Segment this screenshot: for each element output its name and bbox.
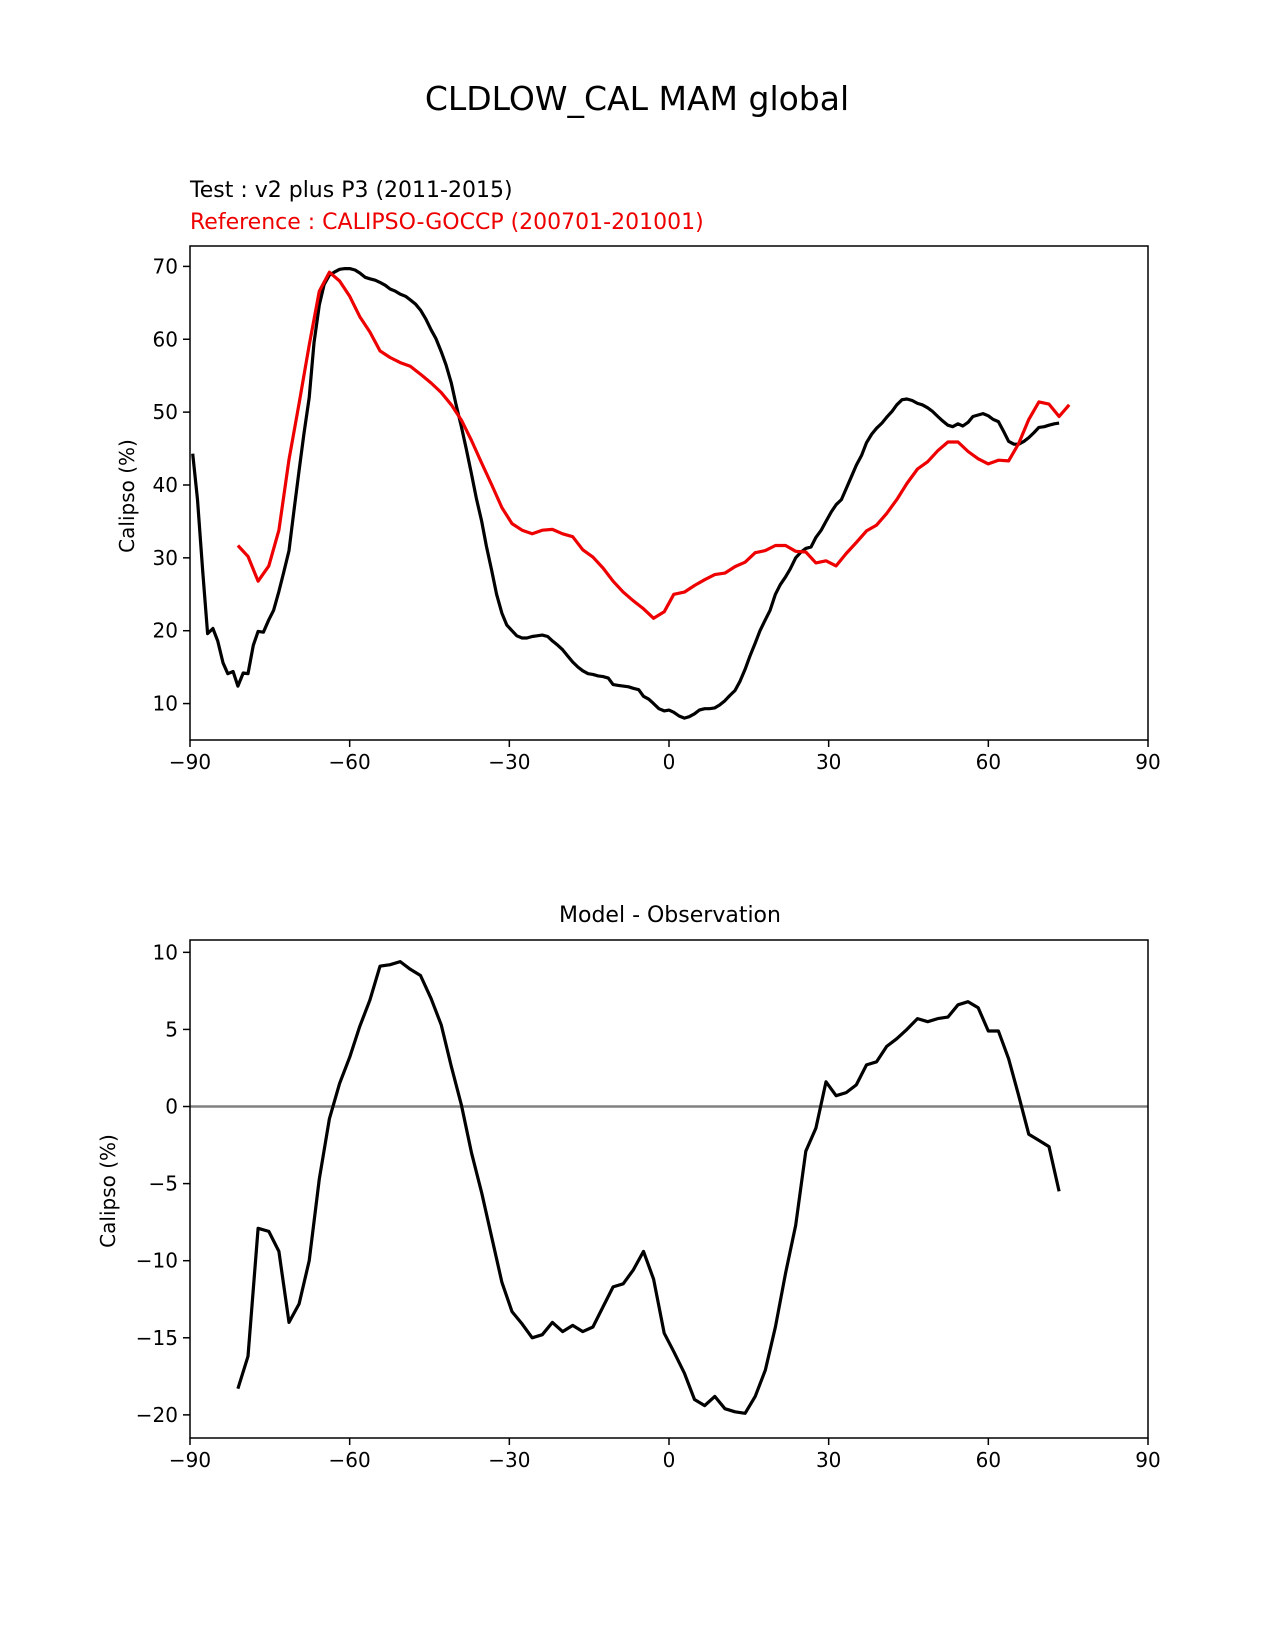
top-plot-frame bbox=[189, 245, 1149, 741]
x-tick-label: 60 bbox=[976, 1448, 1001, 1472]
x-tick-label: 30 bbox=[816, 1448, 841, 1472]
y-tick-label: 50 bbox=[153, 400, 178, 424]
bottom-plot-ylabel: Calipso (%) bbox=[96, 1134, 120, 1248]
top-plot: Test : v2 plus P3 (2011-2015) Reference … bbox=[115, 178, 1161, 774]
y-tick-label: 70 bbox=[153, 254, 178, 278]
x-tick-label: −60 bbox=[329, 750, 371, 774]
top-plot-series bbox=[191, 267, 1071, 720]
bottom-plot-series-line-0 bbox=[236, 960, 1061, 1415]
x-tick-label: 30 bbox=[816, 750, 841, 774]
x-tick-label: 60 bbox=[976, 750, 1001, 774]
y-tick-label: 10 bbox=[153, 940, 178, 964]
bottom-plot-axes: −90 −60 −30 0 30 60 90 −20 −15 −10 −5 0 5 10 bbox=[136, 939, 1161, 1472]
bottom-plot-title: Model - Observation bbox=[559, 903, 781, 928]
x-tick-label: −30 bbox=[488, 1448, 530, 1472]
top-plot-ylabel: Calipso (%) bbox=[115, 439, 139, 553]
bottom-plot-series bbox=[236, 960, 1061, 1415]
y-tick-label: −15 bbox=[136, 1326, 178, 1350]
x-tick-label: 0 bbox=[663, 1448, 676, 1472]
y-tick-label: 0 bbox=[165, 1095, 178, 1119]
figure-suptitle: CLDLOW_CAL MAM global bbox=[425, 79, 849, 118]
y-tick-label: 30 bbox=[153, 546, 178, 570]
y-tick-label: 5 bbox=[165, 1017, 178, 1041]
bottom-plot: Model - Observation −90 −60 −30 0 30 60 90−20−… bbox=[96, 903, 1161, 1472]
x-tick-label: −60 bbox=[329, 1448, 371, 1472]
y-tick-label: −5 bbox=[149, 1172, 178, 1196]
bottom-plot-frame bbox=[189, 939, 1149, 1439]
top-plot-axes: −90 −60 −30 0 30 60 90 10 20 30 40 50 60 70 bbox=[153, 245, 1161, 774]
x-tick-label: 90 bbox=[1135, 750, 1160, 774]
y-tick-label: 20 bbox=[153, 619, 178, 643]
test-label: Test : v2 plus P3 (2011-2015) bbox=[189, 178, 513, 203]
x-tick-label: −90 bbox=[169, 1448, 211, 1472]
top-plot-series-line-1 bbox=[236, 270, 1071, 620]
x-tick-label: −90 bbox=[169, 750, 211, 774]
x-tick-label: 0 bbox=[663, 750, 676, 774]
x-tick-label: 90 bbox=[1135, 1448, 1160, 1472]
y-tick-label: 10 bbox=[153, 692, 178, 716]
y-tick-label: −10 bbox=[136, 1249, 178, 1273]
y-tick-label: 60 bbox=[153, 327, 178, 351]
top-plot-series-line-0 bbox=[191, 267, 1060, 720]
x-tick-label: −30 bbox=[488, 750, 530, 774]
y-tick-label: −20 bbox=[136, 1403, 178, 1427]
reference-label: Reference : CALIPSO-GOCCP (200701-201001… bbox=[190, 210, 704, 235]
y-tick-label: 40 bbox=[153, 473, 178, 497]
